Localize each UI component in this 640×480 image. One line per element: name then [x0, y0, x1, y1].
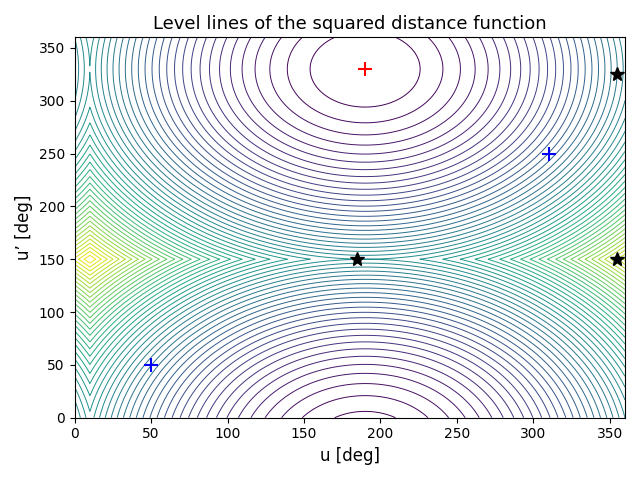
X-axis label: u [deg]: u [deg] — [320, 447, 380, 465]
Y-axis label: u’ [deg]: u’ [deg] — [15, 195, 33, 260]
Title: Level lines of the squared distance function: Level lines of the squared distance func… — [153, 15, 547, 33]
